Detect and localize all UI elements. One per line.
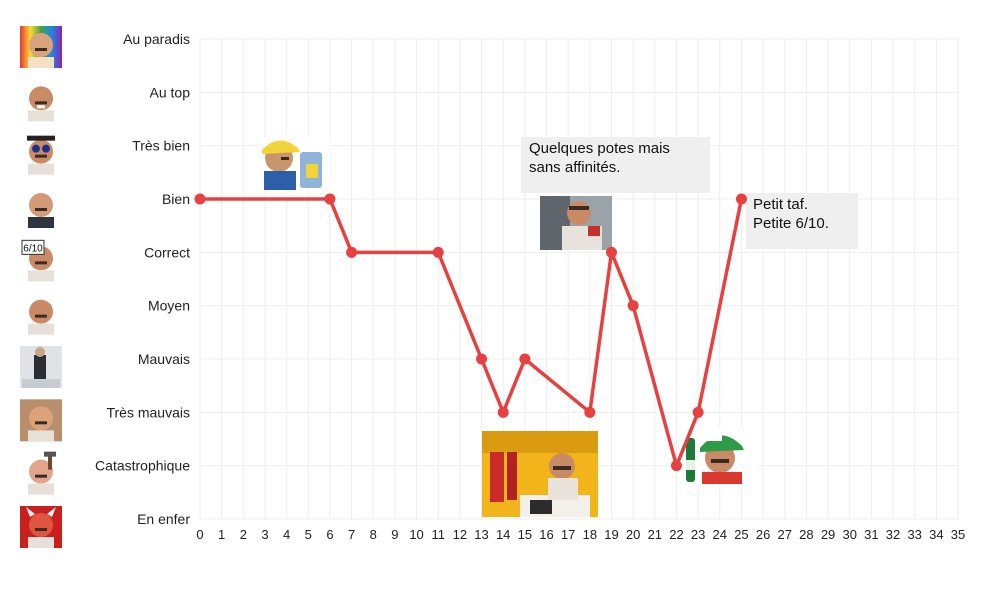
data-point bbox=[519, 353, 531, 365]
x-tick-label: 3 bbox=[261, 527, 268, 542]
x-tick-label: 23 bbox=[691, 527, 705, 542]
annotation-friends: Quelques potes mais sans affinités. bbox=[521, 137, 710, 193]
x-tick-label: 20 bbox=[626, 527, 640, 542]
y-tick-label: Au top bbox=[150, 84, 191, 100]
data-point bbox=[476, 353, 488, 365]
x-tick-label: 2 bbox=[240, 527, 247, 542]
x-tick-label: 8 bbox=[370, 527, 377, 542]
cap-suitcase-photo bbox=[258, 137, 330, 190]
data-point bbox=[735, 193, 747, 205]
sunglasses-face-icon bbox=[20, 132, 62, 175]
y-tick-label: En enfer bbox=[137, 511, 190, 527]
svg-text:6/10: 6/10 bbox=[23, 243, 43, 254]
car-driver-photo bbox=[540, 196, 612, 250]
data-point bbox=[432, 246, 444, 258]
data-point bbox=[497, 406, 509, 418]
laughing-face-icon bbox=[20, 79, 62, 122]
rainbow-face-icon bbox=[20, 26, 62, 68]
data-point bbox=[605, 246, 617, 258]
x-tick-label: 33 bbox=[907, 527, 921, 542]
x-tick-label: 26 bbox=[756, 527, 770, 542]
hammer-face-icon bbox=[20, 451, 62, 495]
y-tick-label: Très mauvais bbox=[106, 404, 190, 420]
x-tick-label: 18 bbox=[583, 527, 597, 542]
x-tick-label: 32 bbox=[886, 527, 900, 542]
y-tick-label: Au paradis bbox=[123, 31, 190, 47]
x-tick-label: 30 bbox=[842, 527, 856, 542]
suit-face-icon bbox=[20, 186, 62, 228]
x-tick-label: 27 bbox=[778, 527, 792, 542]
x-tick-label: 1 bbox=[218, 527, 225, 542]
x-tick-label: 10 bbox=[409, 527, 423, 542]
x-tick-label: 28 bbox=[799, 527, 813, 542]
rating-sign-face-icon: 6/10 bbox=[20, 239, 62, 282]
data-point bbox=[324, 193, 336, 205]
y-tick-label: Catastrophique bbox=[95, 458, 190, 474]
data-point bbox=[692, 406, 704, 418]
data-point bbox=[194, 193, 206, 205]
x-tick-label: 5 bbox=[305, 527, 312, 542]
y-axis: En enfer Catastrophique Très mauvais Mauvai… bbox=[95, 31, 190, 527]
annotation-job-line-1: Petit taf. bbox=[753, 196, 808, 213]
x-tick-label: 16 bbox=[539, 527, 553, 542]
grid bbox=[199, 38, 959, 520]
y-tick-label: Très bien bbox=[132, 138, 190, 154]
x-tick-label: 21 bbox=[648, 527, 662, 542]
x-tick-label: 4 bbox=[283, 527, 290, 542]
data-point bbox=[627, 300, 639, 312]
data-point bbox=[670, 460, 682, 472]
old-photo-face-icon bbox=[20, 399, 62, 442]
x-tick-label: 7 bbox=[348, 527, 355, 542]
x-tick-label: 31 bbox=[864, 527, 878, 542]
mustache-face-icon bbox=[20, 292, 62, 335]
annotation-friends-line-2: sans affinités. bbox=[529, 159, 620, 176]
kneeling-figure-icon bbox=[20, 346, 62, 388]
x-tick-label: 24 bbox=[713, 527, 727, 542]
y-tick-label: Mauvais bbox=[138, 351, 190, 367]
x-tick-label: 22 bbox=[669, 527, 683, 542]
x-tick-label: 17 bbox=[561, 527, 575, 542]
x-tick-label: 12 bbox=[453, 527, 467, 542]
y-tick-label: Moyen bbox=[148, 298, 190, 314]
series-line-path bbox=[198, 197, 744, 468]
emotion-icons: 6/10 bbox=[20, 26, 62, 548]
y-tick-label: Correct bbox=[144, 244, 190, 260]
x-tick-label: 9 bbox=[391, 527, 398, 542]
fallen-man-photo bbox=[482, 431, 598, 517]
x-tick-label: 0 bbox=[196, 527, 203, 542]
x-tick-label: 34 bbox=[929, 527, 943, 542]
x-tick-label: 19 bbox=[604, 527, 618, 542]
annotation-friends-line-1: Quelques potes mais bbox=[529, 140, 670, 157]
cap-beer-photo bbox=[684, 428, 758, 484]
x-axis: 0 1 2 3 4 5 6 7 8 9 10 11 12 13 14 15 16 17 18 19 20 21 22 23 24… bbox=[196, 527, 965, 542]
annotation-job: Petit taf. Petite 6/10. bbox=[746, 193, 858, 249]
x-tick-label: 29 bbox=[821, 527, 835, 542]
data-point bbox=[346, 246, 358, 258]
annotation-job-line-2: Petite 6/10. bbox=[753, 215, 829, 232]
y-tick-label: Bien bbox=[162, 191, 190, 207]
x-tick-label: 13 bbox=[474, 527, 488, 542]
x-tick-label: 25 bbox=[734, 527, 748, 542]
data-point bbox=[584, 406, 596, 418]
devil-face-icon bbox=[20, 506, 62, 548]
x-tick-label: 11 bbox=[431, 527, 445, 542]
x-tick-label: 6 bbox=[326, 527, 333, 542]
x-tick-label: 15 bbox=[518, 527, 532, 542]
series-line bbox=[198, 197, 744, 468]
x-tick-label: 35 bbox=[951, 527, 965, 542]
x-tick-label: 14 bbox=[496, 527, 510, 542]
series-points bbox=[194, 193, 747, 472]
